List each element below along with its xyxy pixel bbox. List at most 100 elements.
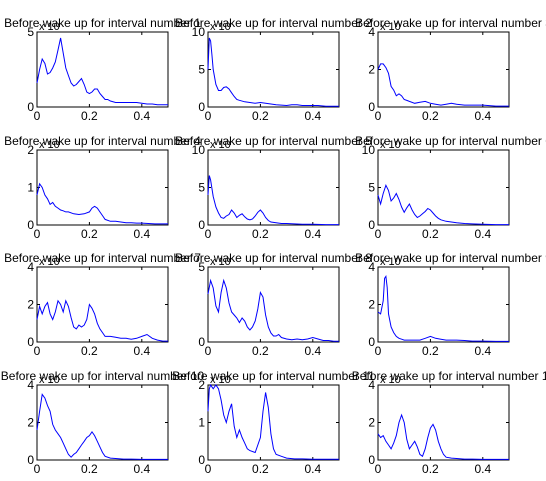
y-tick-label: 2 bbox=[368, 298, 375, 312]
axes-box bbox=[207, 266, 340, 343]
x-tick-label: 0.4 bbox=[304, 344, 321, 358]
y-tick-label: 0 bbox=[368, 335, 375, 349]
x-tick-label: 0 bbox=[205, 227, 212, 241]
y-tick-label: 2 bbox=[27, 143, 34, 157]
y-tick-label: 0 bbox=[368, 100, 375, 114]
x-tick-label: 0.2 bbox=[252, 227, 269, 241]
subplot-title: Before wake up for interval number 8 bbox=[175, 251, 372, 265]
x-tick-label: 0.4 bbox=[133, 462, 150, 476]
y-tick-label: 0 bbox=[368, 218, 375, 232]
series-line bbox=[207, 278, 339, 342]
x-tick-label: 0 bbox=[34, 109, 41, 123]
y-exponent-label: x 10 bbox=[39, 256, 60, 268]
x-tick-label: 0 bbox=[205, 344, 212, 358]
y-tick-label: 5 bbox=[198, 260, 205, 274]
y-tick-label: 4 bbox=[368, 260, 375, 274]
x-tick-label: 0.4 bbox=[474, 462, 491, 476]
y-tick-label: 0 bbox=[27, 100, 34, 114]
y-tick-label: 2 bbox=[27, 416, 34, 430]
x-tick-label: 0 bbox=[375, 462, 382, 476]
y-exponent-label: x 10 bbox=[39, 21, 60, 33]
series-line bbox=[36, 393, 168, 460]
x-tick-label: 0.2 bbox=[81, 344, 98, 358]
y-exponent-label: x 10 bbox=[210, 256, 231, 268]
axes-box bbox=[377, 149, 510, 226]
axes-box bbox=[36, 384, 169, 461]
subplot-title: Before wake up for interval number 7 bbox=[4, 251, 201, 265]
subplot-title: Before wake up for interval number 9 bbox=[355, 251, 546, 265]
y-exponent-label: x 10 bbox=[210, 139, 231, 151]
x-tick-label: 0 bbox=[205, 462, 212, 476]
x-tick-label: 0.4 bbox=[474, 227, 491, 241]
x-tick-label: 0.4 bbox=[304, 462, 321, 476]
y-tick-label: 0 bbox=[368, 453, 375, 467]
y-tick-label: 2 bbox=[198, 378, 205, 392]
series-line bbox=[207, 37, 339, 107]
y-tick-label: 5 bbox=[368, 181, 375, 195]
subplot-title: Before wake up for interval number 11 bbox=[172, 369, 375, 383]
y-tick-label: 0 bbox=[198, 335, 205, 349]
y-exponent-label: x 10 bbox=[380, 21, 401, 33]
x-tick-label: 0 bbox=[34, 462, 41, 476]
y-exponent-label: x 10 bbox=[39, 139, 60, 151]
y-tick-label: 10 bbox=[192, 25, 206, 39]
x-tick-label: 0.4 bbox=[474, 344, 491, 358]
y-tick-label: 10 bbox=[362, 143, 376, 157]
y-tick-label: 0 bbox=[198, 100, 205, 114]
x-tick-label: 0.4 bbox=[474, 109, 491, 123]
subplot-title: Before wake up for interval number 2 bbox=[175, 16, 372, 30]
x-tick-label: 0.2 bbox=[422, 109, 439, 123]
x-tick-label: 0 bbox=[205, 109, 212, 123]
x-tick-label: 0.2 bbox=[422, 462, 439, 476]
x-tick-label: 0.2 bbox=[81, 227, 98, 241]
axes-box bbox=[377, 31, 510, 108]
series-line bbox=[36, 182, 168, 225]
y-tick-label: 4 bbox=[27, 260, 34, 274]
subplot-title: Before wake up for interval number 1 bbox=[4, 16, 201, 30]
y-tick-label: 5 bbox=[198, 63, 205, 77]
series-line bbox=[36, 37, 168, 106]
y-tick-label: 4 bbox=[368, 25, 375, 39]
x-tick-label: 0.2 bbox=[422, 227, 439, 241]
subplot-title: Before wake up for interval number 6 bbox=[355, 134, 546, 148]
axes-box bbox=[207, 149, 340, 226]
axes-box bbox=[36, 266, 169, 343]
x-tick-label: 0 bbox=[375, 227, 382, 241]
x-tick-label: 0.2 bbox=[81, 109, 98, 123]
x-tick-label: 0.4 bbox=[304, 227, 321, 241]
subplot-title: Before wake up for interval number 3 bbox=[355, 16, 546, 30]
series-line bbox=[207, 383, 339, 460]
y-tick-label: 10 bbox=[192, 143, 206, 157]
y-tick-label: 5 bbox=[198, 181, 205, 195]
y-tick-label: 0 bbox=[27, 335, 34, 349]
x-tick-label: 0.4 bbox=[304, 109, 321, 123]
x-tick-label: 0.2 bbox=[422, 344, 439, 358]
y-exponent-label: x 10 bbox=[210, 374, 231, 386]
y-tick-label: 4 bbox=[27, 378, 34, 392]
y-tick-label: 4 bbox=[368, 378, 375, 392]
y-tick-label: 0 bbox=[198, 453, 205, 467]
subplot-title: Before wake up for interval number 5 bbox=[175, 134, 372, 148]
x-tick-label: 0 bbox=[34, 344, 41, 358]
y-tick-label: 1 bbox=[27, 181, 34, 195]
series-line bbox=[377, 275, 509, 342]
series-line bbox=[377, 183, 509, 226]
y-exponent-label: x 10 bbox=[380, 139, 401, 151]
series-line bbox=[377, 63, 509, 107]
axes-box bbox=[36, 149, 169, 226]
axes-box bbox=[377, 266, 510, 343]
y-tick-label: 2 bbox=[27, 298, 34, 312]
y-tick-label: 1 bbox=[198, 416, 205, 430]
x-tick-label: 0.2 bbox=[252, 109, 269, 123]
subplot-title: Before wake up for interval number 10 bbox=[1, 369, 205, 383]
x-tick-label: 0.2 bbox=[81, 462, 98, 476]
